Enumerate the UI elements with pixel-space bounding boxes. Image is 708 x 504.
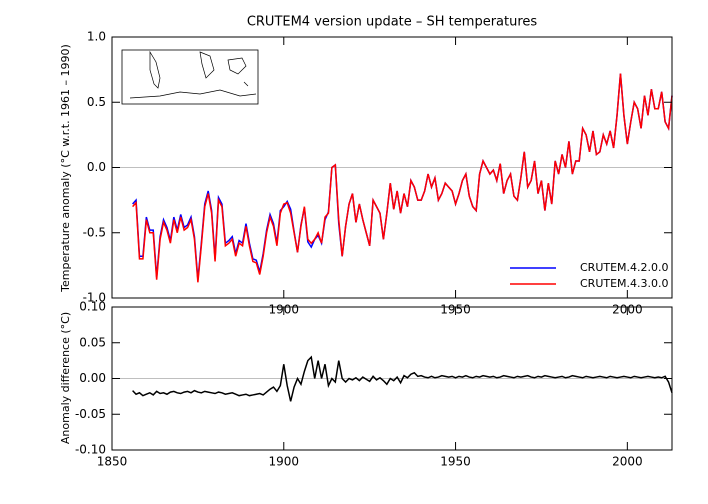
- y-tick-label: 0.5: [87, 95, 106, 109]
- legend-label: CRUTEM.4.3.0.0: [580, 277, 669, 290]
- y-tick-label: -0.10: [75, 443, 106, 457]
- y-tick-label: -1.0: [83, 291, 106, 305]
- y-tick-label: -0.5: [83, 225, 106, 239]
- y-axis-label: Anomaly difference (°C): [59, 312, 72, 444]
- y-tick-label: 1.0: [87, 30, 106, 44]
- x-tick-label: 1850: [97, 455, 128, 469]
- legend-label: CRUTEM.4.2.0.0: [580, 261, 669, 274]
- y-tick-label: -0.05: [75, 407, 106, 421]
- data-line: [132, 73, 673, 283]
- y-tick-label: 0.00: [79, 371, 106, 385]
- x-tick-label: 1900: [269, 455, 300, 469]
- y-tick-label: 0.0: [87, 160, 106, 174]
- y-tick-label: 0.05: [79, 335, 106, 349]
- y-tick-label: 0.10: [79, 300, 106, 314]
- x-tick-label: 2000: [612, 455, 643, 469]
- x-tick-label: 1950: [440, 455, 471, 469]
- map-inset: [121, 49, 259, 105]
- chart-title: CRUTEM4 version update – SH temperatures: [247, 15, 538, 30]
- data-line: [132, 355, 673, 402]
- y-axis-label: Temperature anomaly (°C w.r.t. 1961 – 19…: [59, 44, 72, 293]
